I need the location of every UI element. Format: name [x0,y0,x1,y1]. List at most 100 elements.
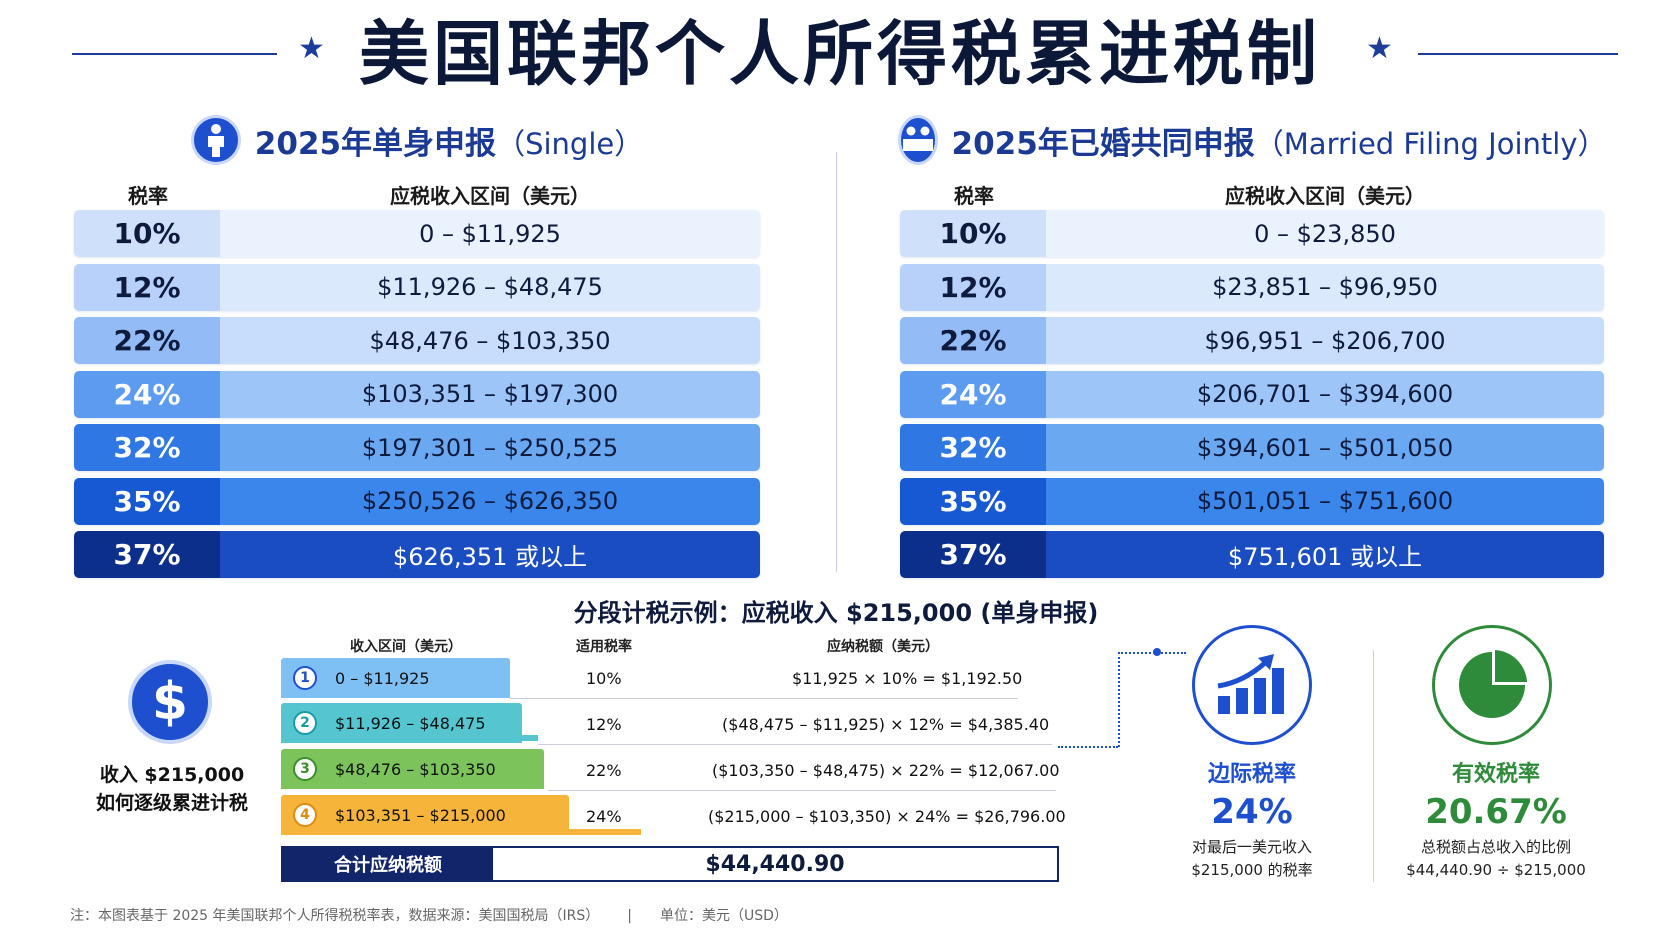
bracket-row: 10% 0 – $23,850 [900,210,1604,257]
bracket-range: 0 – $11,925 [220,210,760,257]
bracket-rate: 32% [900,424,1046,471]
bracket-range: $96,951 – $206,700 [1046,317,1604,364]
person-icon [190,115,241,165]
footer-note: 注：本图表基于 2025 年美国联邦个人所得税税率表，数据来源：美国国税局（IR… [70,905,788,925]
step-range: 0 – $11,925 [335,668,430,688]
single-column-headers: 税率 应税收入区间（美元） [74,174,760,208]
married-column-headers: 税率 应税收入区间（美元） [900,174,1604,208]
connector-line [1058,746,1118,748]
example-step-4: 4 $103,351 – $215,000 [281,795,569,835]
step-calc: ($103,350 – $48,475) × 22% = $12,067.00 [712,761,1060,780]
step-calc: ($48,475 – $11,925) × 12% = $4,385.40 [722,715,1050,734]
bracket-row: 12% $23,851 – $96,950 [900,263,1604,311]
income-caption: 收入 $215,000 如何逐级累进计税 [84,762,260,817]
total-value: $44,440.90 [705,851,845,877]
bracket-row: 37% $626,351 或以上 [74,531,760,578]
married-bracket-panel: 2025年已婚共同申报（Married Filing Jointly） 税率 应… [897,112,1607,585]
bracket-rate: 37% [900,531,1046,578]
bar-chart-trend-icon [1192,625,1312,745]
bracket-row: 24% $206,701 – $394,600 [900,370,1604,418]
header-rule-left [72,53,277,55]
bracket-range: $206,701 – $394,600 [1046,370,1604,418]
bracket-rate: 12% [900,263,1046,311]
step-2-ledge [510,735,538,741]
bracket-range: $197,301 – $250,525 [220,424,760,471]
effective-note: 总税额占总收入的比例 $44,440.90 ÷ $215,000 [1398,836,1594,881]
single-panel-title: 2025年单身申报（Single） [74,112,760,168]
kpi-divider [1373,650,1374,882]
bracket-rate: 32% [74,424,220,471]
effective-note-line-2: $44,440.90 ÷ $215,000 [1406,860,1586,879]
income-caption-line-2: 如何逐级累进计税 [95,791,248,814]
marginal-note-line-1: 对最后一美元收入 [1191,838,1312,856]
bracket-row: 24% $103,351 – $197,300 [74,370,760,418]
bracket-range: $11,926 – $48,475 [220,263,760,311]
example-title: 分段计税示例：应税收入 $215,000 (单身申报) [573,599,1099,627]
bracket-row: 22% $96,951 – $206,700 [900,317,1604,364]
single-title-text: 2025年单身申报（Single） [254,125,644,162]
marginal-note-line-2: $215,000 的税率 [1191,860,1313,879]
example-header-range: 收入区间（美元） [350,639,462,655]
bracket-row: 32% $197,301 – $250,525 [74,424,760,471]
bracket-rate: 22% [74,317,220,364]
bracket-rate: 37% [74,531,220,578]
row-rule [510,698,1018,699]
step-4-ledge [569,829,641,835]
bracket-row: 32% $394,601 – $501,050 [900,424,1604,471]
step-number: 2 [293,711,317,735]
bracket-range: $751,601 或以上 [1046,531,1604,578]
panel-divider [836,152,837,572]
header-rule-right [1418,53,1618,55]
star-icon: ★ [1366,31,1393,66]
bracket-rate: 24% [74,370,220,418]
bracket-range: $394,601 – $501,050 [1046,424,1604,471]
example-header-rate: 适用税率 [576,639,632,655]
page-header: ★ 美国联邦个人所得税累进税制 ★ [0,0,1672,110]
marginal-rate-kpi: 边际税率 24% 对最后一美元收入 $215,000 的税率 [1162,756,1342,881]
effective-title: 有效税率 [1451,762,1540,787]
bracket-row: 35% $250,526 – $626,350 [74,477,760,525]
col-header-range: 应税收入区间（美元） [1225,184,1425,208]
bracket-range: $626,351 或以上 [220,531,760,578]
bracket-rate: 35% [900,477,1046,525]
connector-dot [1153,648,1161,656]
footer-source: 注：本图表基于 2025 年美国联邦个人所得税税率表，数据来源：美国国税局（IR… [70,908,600,924]
step-rate: 22% [586,761,622,780]
bracket-range: $23,851 – $96,950 [1046,263,1604,311]
married-title-text: 2025年已婚共同申报（Married Filing Jointly） [951,125,1607,162]
example-step-2: 2 $11,926 – $48,475 [281,703,522,743]
bracket-rate: 12% [74,263,220,311]
step-range: $48,476 – $103,350 [335,759,496,779]
connector-line [1118,652,1120,747]
total-label: 合计应纳税额 [283,848,493,880]
example-step-1: 1 0 – $11,925 [281,658,510,698]
step-range: $103,351 – $215,000 [335,805,506,825]
col-header-range: 应税收入区间（美元） [390,184,590,208]
marginal-title: 边际税率 [1207,762,1296,787]
example-step-3: 3 $48,476 – $103,350 [281,749,544,789]
step-number: 3 [293,757,317,781]
married-panel-title: 2025年已婚共同申报（Married Filing Jointly） [897,112,1607,168]
married-bracket-rows: 10% 0 – $23,850 12% $23,851 – $96,950 22% $96… [900,210,1604,578]
effective-rate-kpi: 有效税率 20.67% 总税额占总收入的比例 $44,440.90 ÷ $215… [1398,756,1594,881]
bracket-range: $250,526 – $626,350 [220,477,760,525]
marginal-value: 24% [1211,792,1293,832]
bracket-rate: 10% [74,210,220,257]
step-rate: 10% [586,669,622,688]
connector-line [1118,652,1186,654]
effective-value: 20.67% [1425,792,1567,832]
effective-note-line-1: 总税额占总收入的比例 [1420,838,1571,856]
step-rate: 24% [586,807,622,826]
step-number: 1 [293,666,317,690]
bracket-range: $501,051 – $751,600 [1046,477,1604,525]
bracket-row: 12% $11,926 – $48,475 [74,263,760,311]
single-bracket-rows: 10% 0 – $11,925 12% $11,926 – $48,475 22% $48… [74,210,760,578]
bracket-row: 35% $501,051 – $751,600 [900,477,1604,525]
dollar-icon: $ [128,660,212,744]
bracket-rate: 35% [74,477,220,525]
row-rule [538,744,1052,745]
step-calc: $11,925 × 10% = $1,192.50 [792,669,1023,688]
bracket-row: 37% $751,601 或以上 [900,531,1604,578]
total-tax-box: 合计应纳税额 $44,440.90 [281,846,1059,882]
bracket-rate: 24% [900,370,1046,418]
